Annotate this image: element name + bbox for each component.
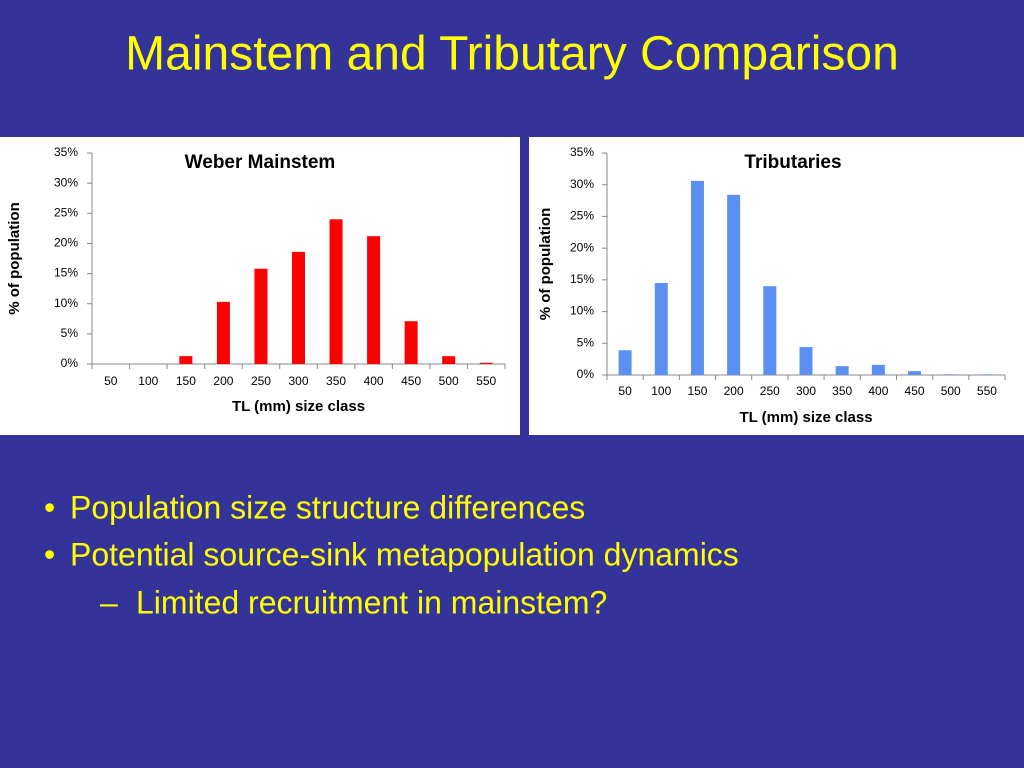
x-tick-label: 100 xyxy=(651,384,671,398)
bar xyxy=(944,374,958,375)
chart-panel xyxy=(529,137,1024,435)
x-tick-label: 350 xyxy=(326,374,346,388)
y-tick-label: 5% xyxy=(61,326,79,340)
slide-title: Mainstem and Tributary Comparison xyxy=(125,28,899,81)
y-tick-label: 30% xyxy=(570,177,594,191)
x-tick-label: 500 xyxy=(439,374,459,388)
y-tick-label: 20% xyxy=(570,240,594,254)
y-tick-label: 20% xyxy=(54,236,78,250)
x-tick-label: 50 xyxy=(104,374,118,388)
bar xyxy=(835,366,849,375)
x-tick-label: 50 xyxy=(618,384,632,398)
y-tick-label: 10% xyxy=(54,296,78,310)
bullet-text: Population size structure differences xyxy=(70,489,585,525)
bar xyxy=(980,374,994,375)
x-tick-label: 450 xyxy=(905,384,925,398)
bullet-marker: – xyxy=(100,584,118,620)
bar xyxy=(908,371,922,375)
bar xyxy=(179,356,193,364)
y-axis-label: % of population xyxy=(6,202,23,314)
y-tick-label: 0% xyxy=(577,367,595,381)
bar xyxy=(799,347,813,375)
bar xyxy=(216,301,230,364)
bar xyxy=(292,251,305,364)
x-tick-label: 300 xyxy=(796,384,816,398)
y-tick-label: 15% xyxy=(570,272,594,286)
x-tick-label: 550 xyxy=(977,384,997,398)
y-tick-label: 35% xyxy=(570,145,594,159)
bar xyxy=(479,362,493,364)
x-tick-label: 100 xyxy=(138,374,158,388)
bar xyxy=(367,236,381,364)
bar xyxy=(871,364,885,375)
x-tick-label: 200 xyxy=(213,374,233,388)
x-axis-label: TL (mm) size class xyxy=(232,398,365,415)
x-tick-label: 350 xyxy=(832,384,852,398)
x-tick-label: 150 xyxy=(176,374,196,388)
x-axis-label: TL (mm) size class xyxy=(739,409,872,426)
x-tick-label: 500 xyxy=(941,384,961,398)
bar xyxy=(727,194,741,375)
y-tick-label: 35% xyxy=(54,145,78,159)
bar xyxy=(763,286,777,375)
bar xyxy=(254,268,268,364)
x-tick-label: 400 xyxy=(364,374,384,388)
bar xyxy=(329,219,343,364)
bar xyxy=(442,356,456,364)
y-tick-label: 25% xyxy=(570,209,594,223)
x-tick-label: 550 xyxy=(476,374,496,388)
bullet-text: Potential source-sink metapopulation dyn… xyxy=(70,536,739,572)
y-tick-label: 30% xyxy=(54,175,78,189)
chart-title: Weber Mainstem xyxy=(185,152,336,173)
y-tick-label: 10% xyxy=(570,304,594,318)
bullet-marker: • xyxy=(44,489,55,525)
x-tick-label: 300 xyxy=(288,374,308,388)
x-tick-label: 200 xyxy=(724,384,744,398)
x-tick-label: 250 xyxy=(760,384,780,398)
x-tick-label: 150 xyxy=(687,384,707,398)
bullet-text: Limited recruitment in mainstem? xyxy=(136,584,607,620)
y-axis-label: % of population xyxy=(537,208,554,320)
y-tick-label: 5% xyxy=(577,335,595,349)
bar xyxy=(618,350,632,375)
chart-title: Tributaries xyxy=(744,152,841,173)
bullet-marker: • xyxy=(44,536,55,572)
y-tick-label: 15% xyxy=(54,266,78,280)
x-tick-label: 400 xyxy=(868,384,888,398)
x-tick-label: 450 xyxy=(401,374,421,388)
bar xyxy=(654,283,668,375)
bar xyxy=(690,180,704,375)
y-tick-label: 0% xyxy=(61,356,79,370)
y-tick-label: 25% xyxy=(54,205,78,219)
x-tick-label: 250 xyxy=(251,374,271,388)
bar xyxy=(404,321,418,364)
